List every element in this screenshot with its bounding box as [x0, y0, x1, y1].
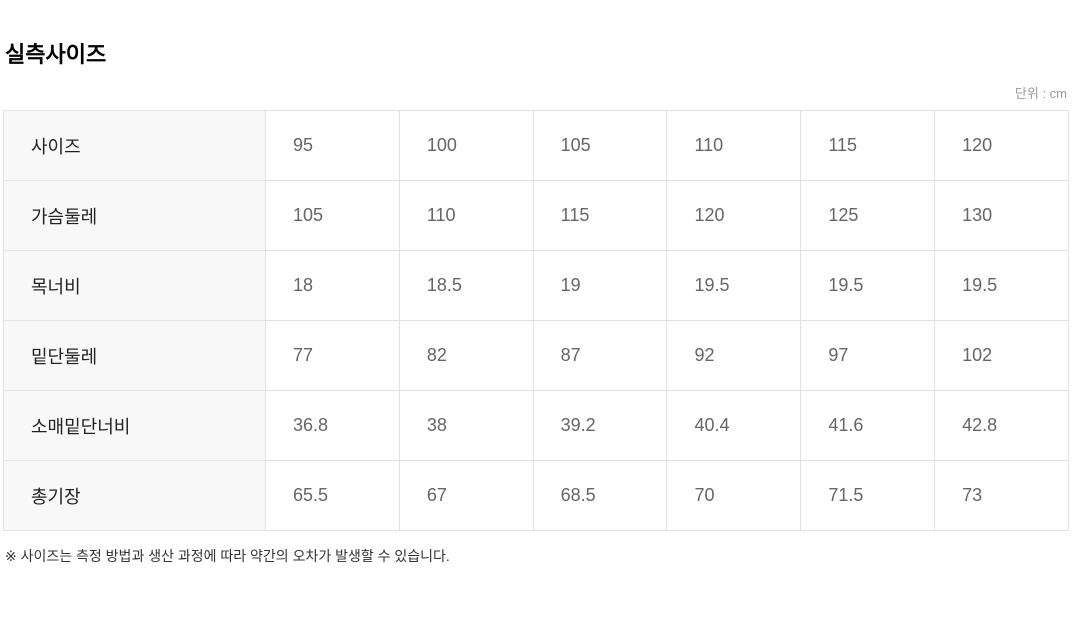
table-cell: 102 [934, 320, 1069, 391]
table-cell: 18.5 [398, 250, 534, 321]
table-cell: 19.5 [934, 250, 1069, 321]
size-table: 사이즈 95 100 105 110 115 120 가슴둘레 105 110 … [3, 110, 1069, 531]
table-row-sleeve-hem: 소매밑단너비 36.8 38 39.2 40.4 41.6 42.8 [3, 390, 1069, 461]
table-row-hem: 밑단둘레 77 82 87 92 97 102 [3, 320, 1069, 391]
section-title: 실측사이즈 [5, 42, 107, 67]
table-cell: 19.5 [800, 250, 936, 321]
table-cell: 110 [666, 110, 802, 181]
row-header: 밑단둘레 [3, 320, 266, 391]
table-cell: 97 [800, 320, 936, 391]
table-cell: 87 [532, 320, 668, 391]
unit-label: 단위 : cm [1014, 86, 1067, 101]
table-cell: 71.5 [800, 460, 936, 531]
table-cell: 82 [398, 320, 534, 391]
table-cell: 105 [265, 180, 400, 251]
table-cell: 115 [800, 110, 936, 181]
table-cell: 42.8 [934, 390, 1069, 461]
table-cell: 105 [532, 110, 668, 181]
table-cell: 73 [934, 460, 1069, 531]
table-row-total-length: 총기장 65.5 67 68.5 70 71.5 73 [3, 460, 1069, 531]
table-cell: 18 [265, 250, 400, 321]
row-header: 사이즈 [3, 110, 266, 181]
table-cell: 120 [666, 180, 802, 251]
table-row-neck: 목너비 18 18.5 19 19.5 19.5 19.5 [3, 250, 1069, 321]
row-header: 소매밑단너비 [3, 390, 266, 461]
row-header: 목너비 [3, 250, 266, 321]
size-table-body: 사이즈 95 100 105 110 115 120 가슴둘레 105 110 … [3, 110, 1069, 531]
table-row-size: 사이즈 95 100 105 110 115 120 [3, 110, 1069, 181]
table-cell: 36.8 [265, 390, 400, 461]
table-cell: 41.6 [800, 390, 936, 461]
table-cell: 38 [398, 390, 534, 461]
table-cell: 115 [532, 180, 668, 251]
table-cell: 39.2 [532, 390, 668, 461]
table-cell: 120 [934, 110, 1069, 181]
table-cell: 130 [934, 180, 1069, 251]
table-cell: 95 [265, 110, 400, 181]
table-cell: 77 [265, 320, 400, 391]
size-tolerance-note: ※ 사이즈는 측정 방법과 생산 과정에 따라 약간의 오차가 발생할 수 있습… [5, 548, 450, 564]
table-cell: 40.4 [666, 390, 802, 461]
table-cell: 100 [398, 110, 534, 181]
table-cell: 70 [666, 460, 802, 531]
table-cell: 110 [398, 180, 534, 251]
table-cell: 65.5 [265, 460, 400, 531]
table-cell: 19 [532, 250, 668, 321]
table-cell: 92 [666, 320, 802, 391]
row-header: 가슴둘레 [3, 180, 266, 251]
table-cell: 125 [800, 180, 936, 251]
table-cell: 19.5 [666, 250, 802, 321]
row-header: 총기장 [3, 460, 266, 531]
table-cell: 68.5 [532, 460, 668, 531]
table-row-chest: 가슴둘레 105 110 115 120 125 130 [3, 180, 1069, 251]
size-measurement-section: 실측사이즈 단위 : cm 사이즈 95 100 105 110 115 120… [3, 42, 1069, 564]
table-cell: 67 [398, 460, 534, 531]
